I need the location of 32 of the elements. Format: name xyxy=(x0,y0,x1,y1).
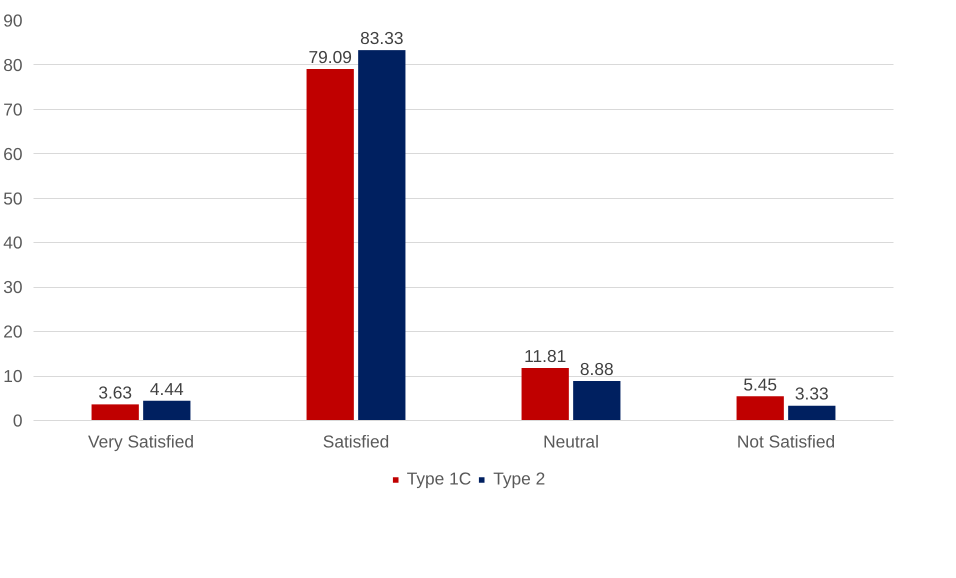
y-tick-label: 60 xyxy=(3,144,23,164)
x-tick-label: Not Satisfied xyxy=(736,432,836,452)
y-tick-label: 70 xyxy=(3,99,23,120)
bar xyxy=(92,404,139,420)
bar xyxy=(358,50,406,420)
y-tick-label: 50 xyxy=(3,188,23,208)
y-tick-label: 20 xyxy=(3,322,23,342)
x-tick-label: Neutral xyxy=(543,432,599,452)
y-tick-label: 0 xyxy=(12,410,23,430)
bar xyxy=(306,68,354,420)
y-tick-label: 40 xyxy=(3,232,23,253)
x-tick-label: Very Satisfied xyxy=(88,432,194,452)
data-label: 4.44 xyxy=(150,378,184,399)
y-tick-label: 90 xyxy=(3,10,23,30)
x-tick-label: Satisfied xyxy=(322,432,390,452)
bar xyxy=(573,381,620,420)
legend-label: Type 2 xyxy=(493,468,546,490)
bar xyxy=(143,400,190,420)
y-tick-label: 30 xyxy=(3,277,23,298)
data-label: 83.33 xyxy=(360,28,404,48)
data-label: 11.81 xyxy=(524,346,566,366)
data-label: 3.33 xyxy=(794,384,829,404)
legend-label: Type 1C xyxy=(406,468,472,490)
bar xyxy=(522,368,569,420)
bar xyxy=(788,406,836,420)
data-label: 8.88 xyxy=(580,359,614,380)
data-label: 79.09 xyxy=(308,46,352,67)
y-tick-label: 80 xyxy=(3,54,23,75)
y-tick-label: 10 xyxy=(3,366,23,386)
bar xyxy=(736,396,784,420)
data-label: 5.45 xyxy=(743,374,778,394)
data-label: 3.63 xyxy=(98,382,132,402)
